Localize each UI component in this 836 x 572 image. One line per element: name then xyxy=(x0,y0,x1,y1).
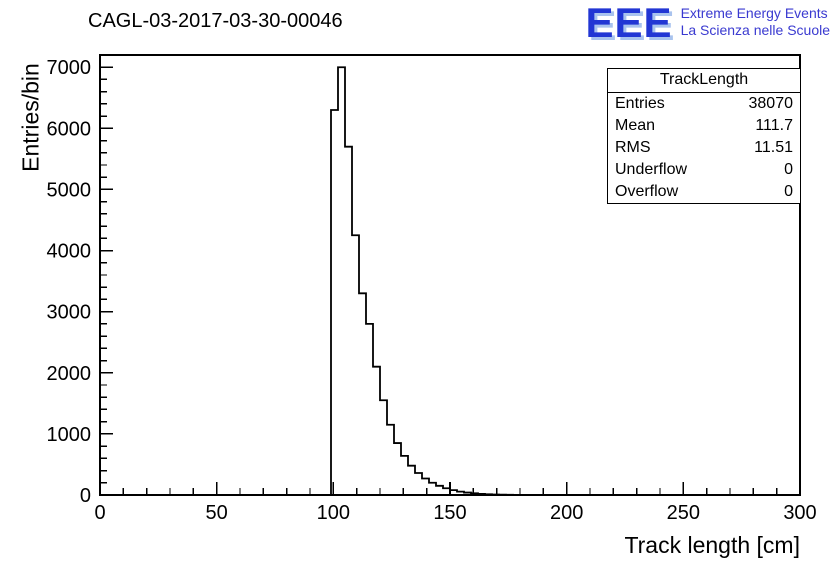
x-tick-label: 0 xyxy=(94,502,105,524)
y-tick-label: 6000 xyxy=(47,118,92,140)
stats-box: TrackLength Entries 38070 Mean 111.7 RMS… xyxy=(607,68,801,204)
x-tick-label: 100 xyxy=(317,502,350,524)
eee-logo-letters: EEE xyxy=(585,0,673,46)
x-tick-label: 150 xyxy=(433,502,466,524)
stats-row-underflow: Underflow 0 xyxy=(608,159,800,181)
y-axis-title: Entries/bin xyxy=(17,63,44,172)
histogram-outline xyxy=(330,66,521,496)
eee-logo-text: Extreme Energy Events La Scienza nelle S… xyxy=(681,2,830,39)
stats-row-entries: Entries 38070 xyxy=(608,93,800,115)
eee-logo-line2: La Scienza nelle Scuole xyxy=(680,22,830,38)
stats-label: Underflow xyxy=(615,161,688,178)
y-tick-label: 4000 xyxy=(47,241,92,263)
stats-row-rms: RMS 11.51 xyxy=(608,137,800,159)
page-title: CAGL-03-2017-03-30-00046 xyxy=(88,10,343,32)
stats-row-mean: Mean 111.7 xyxy=(608,115,800,137)
stats-value: 0 xyxy=(784,161,793,178)
stats-value: 111.7 xyxy=(755,117,793,134)
stats-label: Mean xyxy=(615,117,656,134)
stats-row-overflow: Overflow 0 xyxy=(608,181,800,203)
y-tick-label: 3000 xyxy=(47,302,92,324)
stats-box-title: TrackLength xyxy=(608,69,800,93)
eee-logo-line1: Extreme Energy Events xyxy=(680,5,828,21)
eee-logo: EEE Extreme Energy Events La Scienza nel… xyxy=(586,2,830,44)
stats-value: 11.51 xyxy=(754,139,793,156)
y-tick-label: 7000 xyxy=(47,57,92,79)
y-tick-label: 1000 xyxy=(47,424,92,446)
y-tick-label: 5000 xyxy=(47,179,92,201)
stats-label: Overflow xyxy=(615,183,679,200)
x-tick-label: 300 xyxy=(783,502,816,524)
y-tick-label: 0 xyxy=(80,485,91,507)
stats-label: Entries xyxy=(615,95,665,112)
stats-value: 38070 xyxy=(748,95,794,112)
x-tick-label: 250 xyxy=(667,502,700,524)
x-axis-title: Track length [cm] xyxy=(624,532,800,558)
y-tick-label: 2000 xyxy=(47,363,92,385)
x-tick-label: 200 xyxy=(550,502,583,524)
stats-label: RMS xyxy=(615,139,651,156)
stats-value: 0 xyxy=(784,183,793,200)
x-tick-label: 50 xyxy=(206,502,228,524)
